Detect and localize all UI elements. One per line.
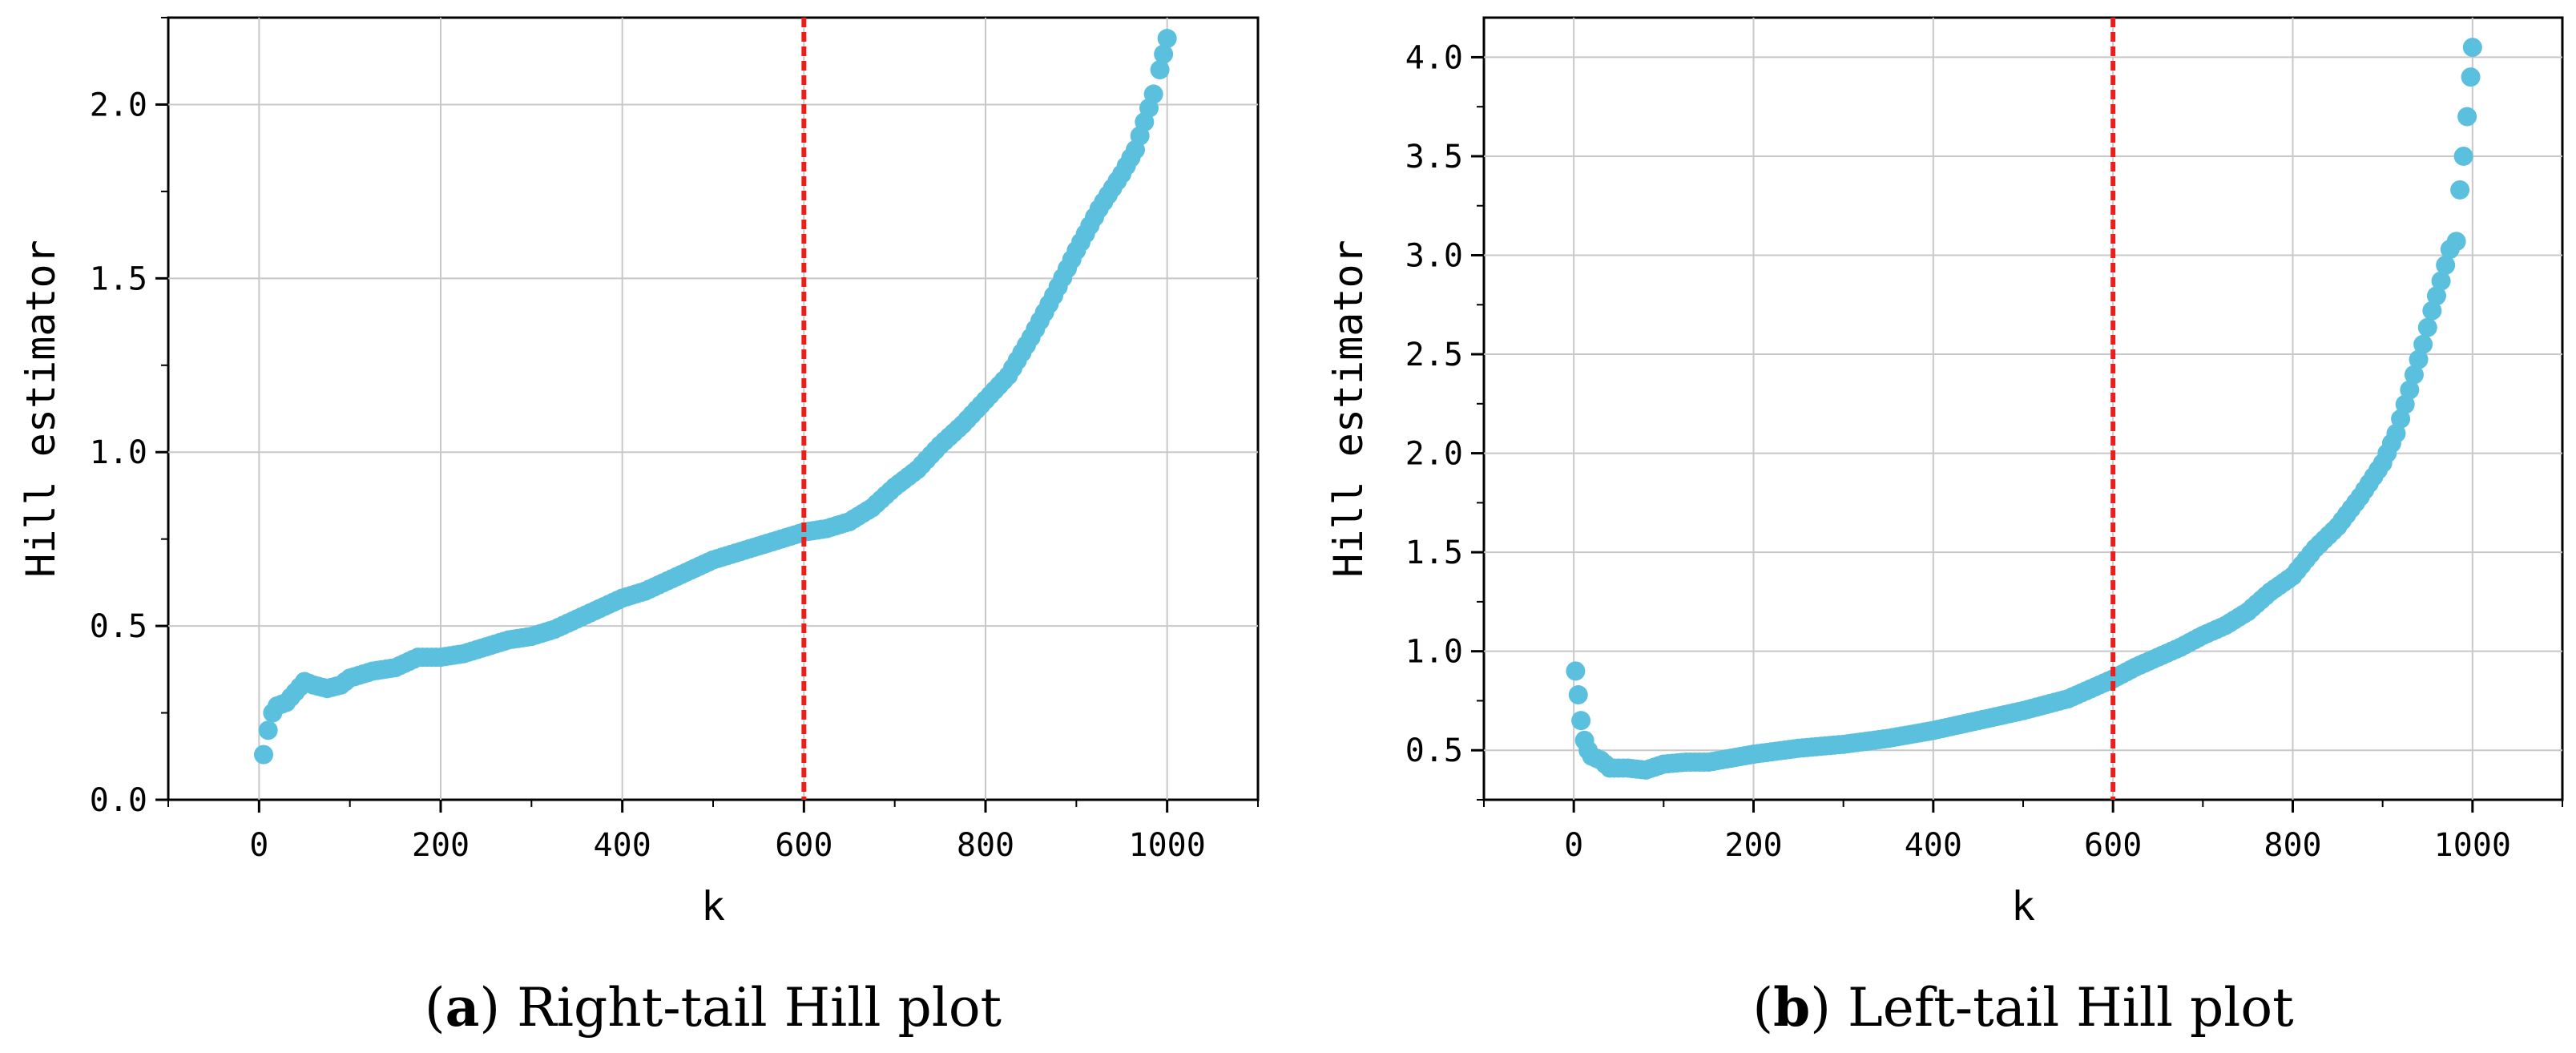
data-point — [1157, 29, 1177, 49]
y-tick-label: 1.0 — [90, 434, 147, 471]
data-point — [2413, 334, 2433, 354]
y-tick-label: 3.5 — [1405, 139, 1463, 176]
x-tick-label: 800 — [2264, 827, 2321, 864]
caption-a: (a) Right-tail Hill plot — [425, 976, 1002, 1039]
caption-text-a: Right-tail Hill plot — [517, 977, 1002, 1039]
data-point — [2462, 38, 2482, 58]
caption-text-b: Left-tail Hill plot — [1848, 977, 2294, 1039]
data-point — [2461, 67, 2481, 87]
panel-right-tail: 0 200 400 600 800 1000 0.0 0.5 1.0 1.5 2.0 k Hill … — [18, 16, 1260, 1039]
y-tick-label: 4.0 — [1405, 39, 1463, 76]
y-tick-label: 1.5 — [90, 260, 147, 297]
x-tick-label: 0 — [1564, 827, 1583, 864]
points-b — [1566, 38, 2482, 780]
data-point — [1150, 60, 1170, 80]
y-tick-label: 0.0 — [90, 782, 147, 819]
y-tick-label: 0.5 — [1405, 732, 1463, 769]
x-tick-label: 200 — [412, 827, 470, 864]
x-tick-label: 200 — [1724, 827, 1782, 864]
data-point — [2431, 271, 2451, 291]
data-point — [1154, 44, 1174, 64]
data-point — [2404, 365, 2424, 385]
panel-left-tail: 0 200 400 600 800 1000 0.5 1.0 1.5 2.0 2.5 3.0 3.5 4.… — [1325, 16, 2564, 1039]
x-tick-label: 800 — [957, 827, 1014, 864]
x-tick-label: 400 — [1905, 827, 1962, 864]
y-tick-label: 2.0 — [90, 87, 147, 123]
data-point — [258, 720, 278, 740]
x-tick-label: 600 — [775, 827, 832, 864]
x-axis-label-a: k — [701, 883, 725, 930]
points-a — [254, 29, 1177, 765]
data-point — [2446, 232, 2466, 252]
data-point — [2391, 409, 2411, 429]
data-point — [2400, 380, 2420, 400]
data-point — [2395, 394, 2415, 414]
ticks-b: 0 200 400 600 800 1000 0.5 1.0 1.5 2.0 2.5 3.0 3.5 4.… — [1405, 39, 2563, 864]
y-tick-label: 1.0 — [1405, 634, 1463, 671]
data-point — [2422, 301, 2442, 321]
y-tick-label: 0.5 — [90, 608, 147, 645]
x-tick-label: 600 — [2084, 827, 2142, 864]
data-point — [2450, 180, 2470, 200]
caption-letter-b: b — [1773, 976, 1810, 1039]
caption-b: (b) Left-tail Hill plot — [1752, 976, 2293, 1039]
data-point — [2457, 107, 2477, 127]
x-tick-label: 400 — [594, 827, 651, 864]
data-point — [2426, 286, 2446, 306]
data-point — [1568, 685, 1588, 705]
data-point — [2453, 146, 2473, 166]
y-axis-label-b: Hill estimator — [1325, 240, 1372, 577]
x-tick-label: 1000 — [1129, 827, 1206, 864]
x-tick-label: 1000 — [2434, 827, 2511, 864]
data-point — [2386, 423, 2406, 443]
data-point — [1143, 84, 1163, 104]
y-tick-label: 2.5 — [1405, 337, 1463, 373]
data-point — [2436, 255, 2456, 275]
y-axis-label-a: Hill estimator — [18, 240, 64, 577]
data-point — [2409, 349, 2429, 369]
caption-letter-a: a — [445, 976, 480, 1039]
data-point — [1566, 661, 1586, 681]
ticks-a: 0 200 400 600 800 1000 0.0 0.5 1.0 1.5 2.0 — [90, 17, 1259, 864]
data-point — [2417, 317, 2437, 337]
x-axis-label-b: k — [2011, 883, 2035, 930]
y-tick-label: 3.0 — [1405, 238, 1463, 275]
x-tick-label: 0 — [249, 827, 268, 864]
data-point — [1571, 711, 1591, 731]
y-tick-label: 2.0 — [1405, 436, 1463, 473]
data-point — [254, 744, 273, 765]
y-tick-label: 1.5 — [1405, 535, 1463, 571]
